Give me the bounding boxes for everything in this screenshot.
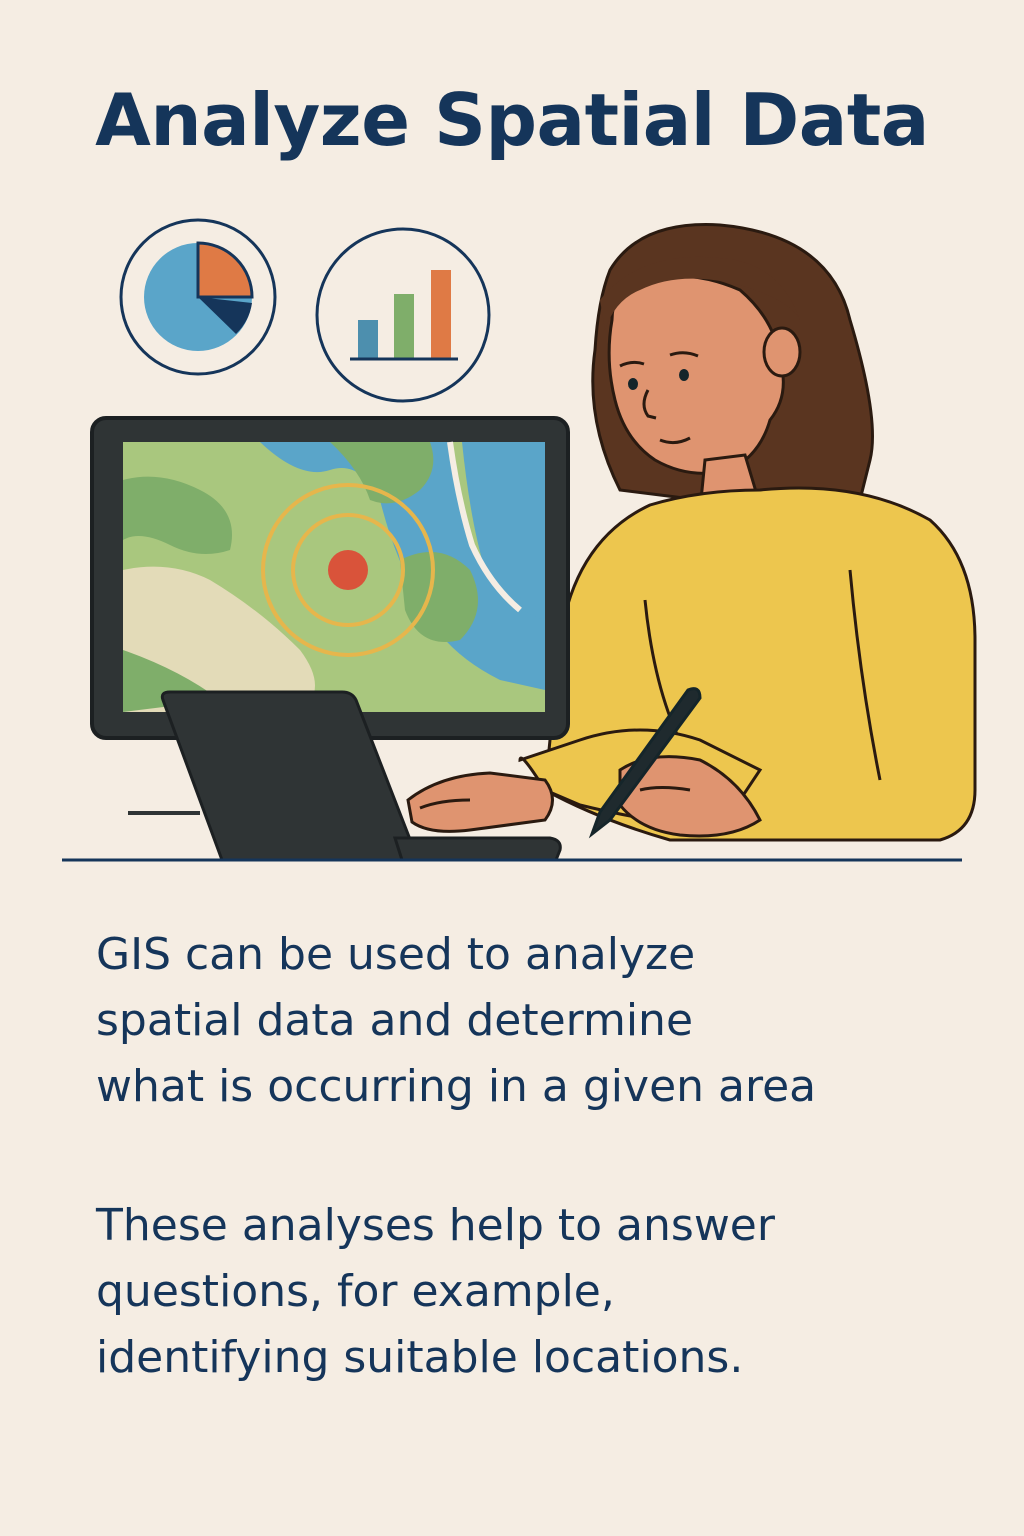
woman-analyst [406, 223, 977, 842]
laptop [160, 690, 562, 862]
paragraph-gis-intro: GIS can be used to analyze spatial data … [96, 929, 817, 1112]
stylus [588, 687, 702, 839]
pie-chart-icon [119, 218, 277, 376]
bar-chart-icon [315, 227, 491, 403]
map-screen [90, 416, 570, 815]
page-title: Analyze Spatial Data [95, 78, 929, 162]
paragraph-analyses: These analyses help to answer questions,… [96, 1200, 775, 1383]
target-marker-icon [328, 550, 368, 590]
gis-illustration [62, 218, 977, 862]
